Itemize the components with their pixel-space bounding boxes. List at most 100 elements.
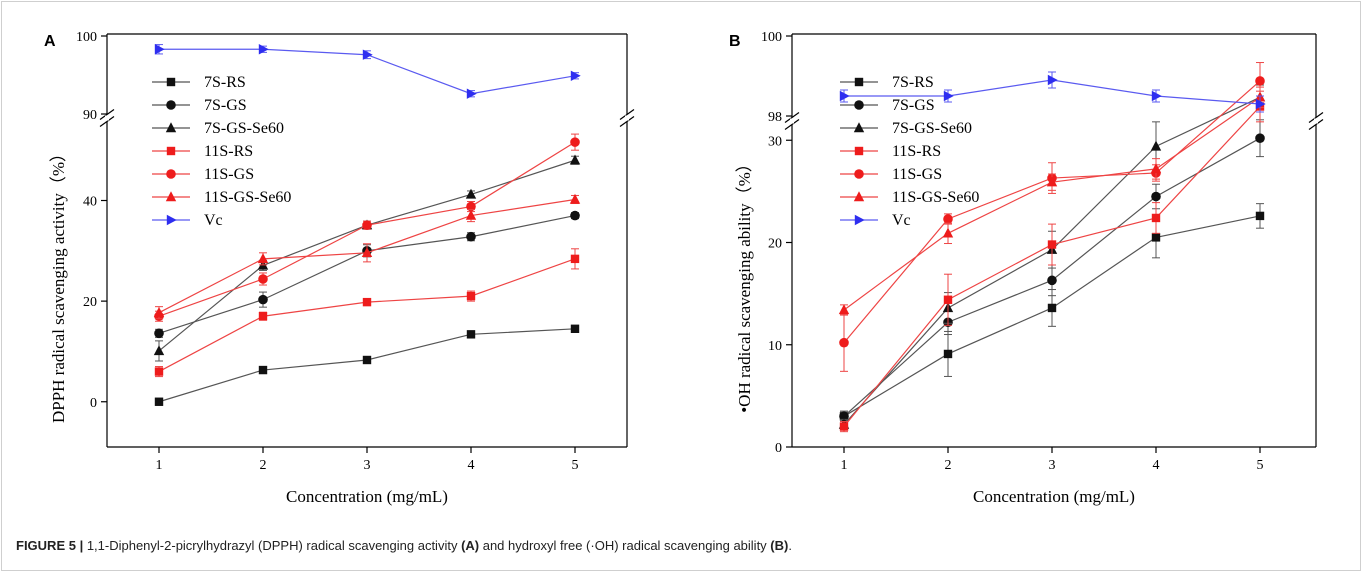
data-point — [154, 328, 164, 339]
legend-entry: 7S-GS-Se60 — [152, 120, 284, 137]
legend-marker — [166, 169, 176, 179]
legend-entry: Vc — [840, 212, 911, 229]
data-point — [838, 304, 850, 315]
legend-marker — [853, 191, 865, 202]
data-point — [153, 306, 165, 317]
axis-break-mark — [1308, 119, 1324, 130]
legend-label: 11S-GS-Se60 — [204, 189, 291, 206]
x-tick-label: 3 — [364, 458, 371, 473]
series-7s-rs — [154, 324, 580, 406]
y-tick-label: 40 — [83, 195, 97, 210]
legend-marker — [854, 77, 864, 87]
data-point — [258, 274, 268, 284]
data-point — [154, 367, 164, 376]
x-tick-label: 1 — [841, 458, 848, 473]
panel-letter: B — [729, 33, 741, 50]
legend-label: 7S-RS — [892, 74, 934, 91]
legend-marker — [853, 122, 865, 133]
data-point — [943, 214, 953, 224]
legend-label: 7S-GS — [892, 97, 935, 114]
axis-break-gap — [625, 115, 629, 121]
data-point — [1151, 233, 1161, 242]
data-point — [839, 337, 849, 348]
data-point — [943, 295, 953, 304]
y-tick-label: 100 — [76, 30, 97, 45]
data-point — [362, 297, 372, 307]
legend-marker — [166, 77, 176, 87]
legend-marker — [166, 100, 176, 110]
x-tick-label: 3 — [1049, 458, 1056, 473]
x-tick-label: 5 — [1257, 458, 1264, 473]
figure-caption: FIGURE 5 | 1,1-Diphenyl-2-picrylhydrazyl… — [16, 538, 792, 553]
legend-entry: Vc — [152, 212, 223, 229]
data-point — [839, 90, 850, 102]
data-point — [569, 193, 581, 204]
data-point — [1151, 191, 1161, 202]
legend-label: 7S-GS — [204, 97, 247, 114]
legend-label: 11S-GS — [204, 166, 254, 183]
data-point — [839, 411, 849, 422]
data-point — [1151, 213, 1161, 223]
data-point — [466, 201, 476, 212]
data-point — [1255, 211, 1265, 221]
legend-marker — [854, 214, 865, 226]
legend-entry: 11S-GS-Se60 — [840, 189, 979, 206]
y-tick-label: 90 — [83, 108, 97, 123]
data-point — [569, 154, 581, 165]
series-line — [158, 328, 576, 403]
series-11s-gs-se60 — [153, 193, 581, 320]
caption-text-3: . — [788, 538, 792, 553]
data-point — [942, 227, 954, 238]
legend-entry: 11S-GS — [840, 166, 942, 183]
y-axis-title: •OH radical scavenging ability（%） — [735, 155, 754, 413]
data-point — [570, 137, 580, 147]
y-tick-label: 100 — [761, 30, 782, 45]
legend-label: 7S-GS-Se60 — [204, 120, 284, 137]
data-point — [466, 231, 476, 242]
x-tick-label: 4 — [1153, 458, 1160, 473]
x-axis-title: Concentration (mg/mL) — [286, 487, 448, 506]
y-tick-label: 98 — [768, 110, 782, 125]
data-point — [466, 291, 476, 301]
data-point — [362, 220, 372, 230]
data-point — [466, 330, 476, 339]
caption-text-2: and hydroxyl free (·OH) radical scavengi… — [479, 538, 771, 553]
y-tick-label: 0 — [90, 396, 97, 411]
x-tick-label: 2 — [945, 458, 952, 473]
data-point — [1150, 163, 1162, 174]
data-point — [258, 312, 268, 321]
legend-entry: 11S-GS-Se60 — [152, 189, 291, 206]
legend-label: 7S-RS — [204, 74, 246, 91]
legend-entry: 7S-GS — [840, 97, 935, 114]
legend-entry: 7S-RS — [152, 74, 246, 91]
series-vc — [839, 71, 1266, 113]
chart-panel-a: A 0 20 40 90 100 1 2 3 4 5 Concentration (mg/mL) DPP… — [44, 30, 635, 506]
legend-label: 11S-RS — [892, 143, 941, 160]
x-tick-label: 4 — [468, 458, 475, 473]
legend-marker — [854, 146, 864, 156]
data-point — [258, 365, 268, 375]
axis-break-gap — [1314, 118, 1318, 124]
data-point — [1151, 90, 1162, 102]
legend-entry: 11S-RS — [152, 143, 253, 160]
series-11s-rs — [154, 248, 580, 378]
data-point — [1047, 74, 1058, 86]
data-point — [1255, 98, 1266, 110]
data-point — [1150, 140, 1162, 151]
data-point — [1255, 133, 1265, 144]
x-tick-label: 5 — [572, 458, 579, 473]
legend-label: 11S-GS-Se60 — [892, 189, 979, 206]
legend-label: 7S-GS-Se60 — [892, 120, 972, 137]
legend-label: Vc — [892, 212, 911, 229]
legend-marker — [165, 122, 177, 133]
data-point — [943, 90, 954, 102]
data-point — [465, 188, 477, 199]
y-tick-label: 10 — [768, 339, 782, 354]
data-point — [943, 349, 953, 359]
y-tick-label: 0 — [775, 441, 782, 456]
legend-marker — [854, 100, 864, 110]
data-point — [1047, 240, 1057, 249]
data-point — [153, 345, 165, 356]
legend-entry: 7S-GS-Se60 — [840, 120, 972, 137]
